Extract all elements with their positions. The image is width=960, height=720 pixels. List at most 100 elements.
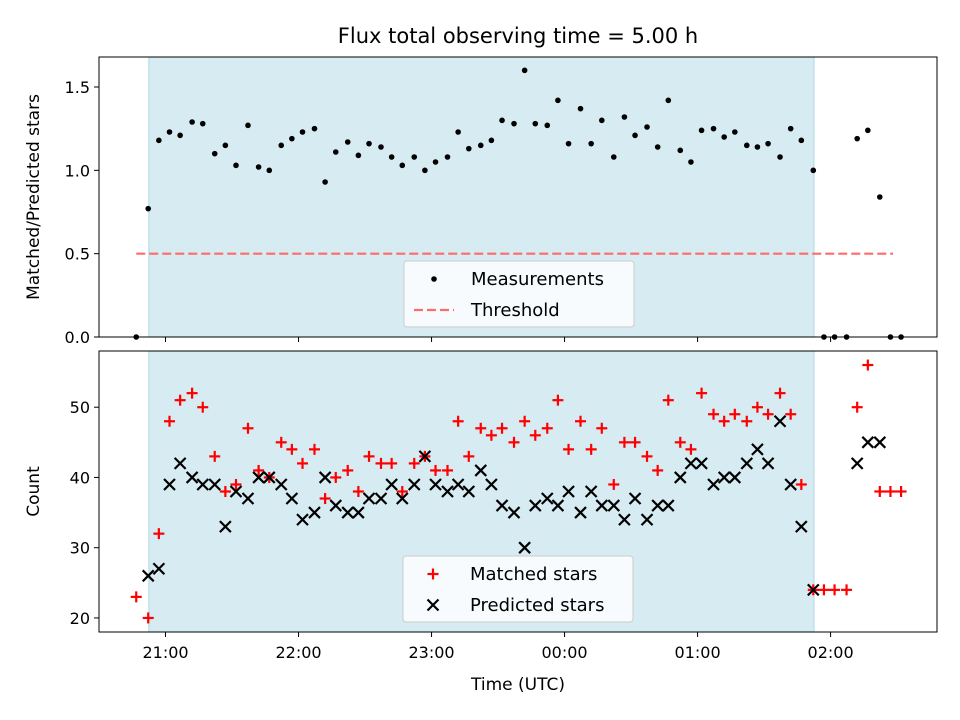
- bottom-series-1-point: [552, 394, 564, 406]
- bottom-series-1-point: [475, 422, 487, 434]
- top-series-1-point: [289, 135, 295, 142]
- bottom-series-1-point: [529, 429, 541, 441]
- bottom-series-1-point: [818, 584, 830, 596]
- top-series-1-point: [787, 125, 794, 132]
- bottom-series-1-point: [242, 422, 254, 434]
- bottom-series-2-point: [607, 499, 621, 512]
- top-series-1-point: [311, 125, 318, 132]
- bottom-series-2-point: [495, 499, 509, 512]
- bottom-series-2-point: [395, 492, 409, 505]
- top-series-1-point: [166, 129, 173, 135]
- top-series-1-point: [798, 137, 805, 144]
- bottom-series-2-point: [674, 471, 687, 484]
- top-series-1-point: [555, 97, 561, 104]
- top-y-tick-label: 0.5: [65, 245, 90, 264]
- top-y-tick-label: 0.0: [65, 328, 90, 347]
- top-series-1-point: [499, 117, 505, 124]
- bottom-y-tick-label: 20: [70, 609, 90, 628]
- top-series-1-point: [222, 142, 229, 149]
- bottom-series-2-point: [518, 541, 531, 554]
- top-series-1-point: [677, 147, 684, 154]
- bottom-series-2-point: [229, 485, 243, 498]
- x-axis-title: Time (UTC): [470, 675, 565, 695]
- bottom-series-1-point: [452, 415, 464, 427]
- bottom-series-1-point: [851, 401, 863, 413]
- bottom-series-1-point: [563, 443, 575, 455]
- bottom-legend-label: Matched stars: [470, 564, 597, 585]
- top-legend-label: Measurements: [471, 269, 604, 290]
- top-legend-box: [403, 260, 635, 328]
- bottom-series-2-point: [562, 485, 575, 498]
- bottom-series-2-point: [651, 499, 664, 512]
- top-series-1-point: [211, 150, 218, 157]
- bottom-series-1-point: [751, 401, 763, 413]
- bottom-series-1-point: [174, 394, 186, 406]
- top-series-1-point: [565, 140, 572, 147]
- top-series-1-point: [388, 154, 395, 160]
- bottom-series-2-point: [728, 471, 742, 484]
- bottom-legend: Matched stars Predicted stars: [402, 555, 634, 623]
- top-series-1-point: [233, 162, 239, 169]
- bottom-series-2-point: [341, 506, 355, 519]
- bottom-series-1-point: [741, 415, 753, 427]
- top-series-1-point: [245, 122, 251, 129]
- top-series-1-point: [366, 140, 372, 147]
- bottom-series-2-point: [618, 513, 631, 526]
- bottom-series-1-point: [253, 464, 265, 476]
- bottom-y-axis-title: Count: [24, 466, 44, 517]
- bottom-series-1-point: [275, 436, 287, 448]
- bottom-series-1-point: [618, 436, 630, 448]
- bottom-series-1-point: [841, 584, 853, 596]
- bottom-series-2-point: [219, 520, 232, 533]
- bottom-series-1-point: [795, 478, 807, 490]
- bottom-y-tick-label: 40: [70, 468, 90, 487]
- bottom-series-1-point: [829, 584, 841, 596]
- bottom-series-1-point: [729, 408, 741, 420]
- bottom-series-1-point: [163, 415, 175, 427]
- bottom-series-2-point: [208, 478, 222, 491]
- bottom-series-2-point: [362, 492, 376, 505]
- bottom-series-2-point: [196, 478, 210, 491]
- bottom-series-1-point: [685, 443, 697, 455]
- bottom-series-1-point: [209, 450, 221, 462]
- bottom-series-1-point: [297, 457, 309, 469]
- bottom-series-2-point: [595, 499, 609, 512]
- bottom-series-2-point: [850, 457, 864, 470]
- bottom-series-2-point: [318, 471, 332, 484]
- bottom-series-2-point: [441, 485, 454, 498]
- bottom-series-2-point: [529, 499, 542, 512]
- bottom-series-2-point: [141, 569, 155, 583]
- top-series-1-point: [810, 167, 817, 174]
- top-series-1-point: [177, 132, 183, 139]
- bottom-series-1-point: [430, 464, 442, 476]
- bottom-series-2-point: [584, 485, 598, 498]
- bottom-series-1-point: [696, 387, 708, 399]
- bottom-series-2-point: [407, 478, 421, 491]
- bottom-series-1: [130, 359, 907, 624]
- top-series-1-point: [488, 137, 495, 144]
- top-legend: Measurements Threshold: [403, 260, 635, 328]
- top-series-1-point: [322, 179, 328, 185]
- bottom-series-1-point: [386, 457, 398, 469]
- top-series-1-point: [189, 119, 195, 125]
- top-series-1-point: [654, 144, 661, 150]
- bottom-series-1-point: [596, 422, 608, 434]
- bottom-series-2-point: [296, 513, 309, 526]
- bottom-x-tick-label: 22:00: [275, 643, 321, 662]
- bottom-series-2-point: [751, 443, 764, 456]
- bottom-series-2-point: [574, 506, 587, 519]
- top-series-1-point: [455, 129, 461, 135]
- top-series-1-point: [698, 127, 705, 134]
- bottom-series-1-point: [862, 359, 874, 371]
- bottom-series-2-point: [451, 478, 465, 491]
- top-panel: 0.0 0.5 1.0 1.5 Matched/Predicted stars Measu…: [24, 56, 938, 347]
- bottom-series-1-point: [375, 457, 387, 469]
- bottom-series-2-point: [784, 478, 797, 491]
- bottom-series-2-point: [795, 520, 808, 533]
- bottom-series-1-point: [142, 612, 154, 624]
- top-series-1-point: [710, 125, 717, 132]
- bottom-series-1-point: [197, 401, 209, 413]
- bottom-x-tick-label: 02:00: [808, 643, 854, 662]
- top-series-1-point: [688, 159, 694, 165]
- bottom-series-1-point: [608, 478, 620, 490]
